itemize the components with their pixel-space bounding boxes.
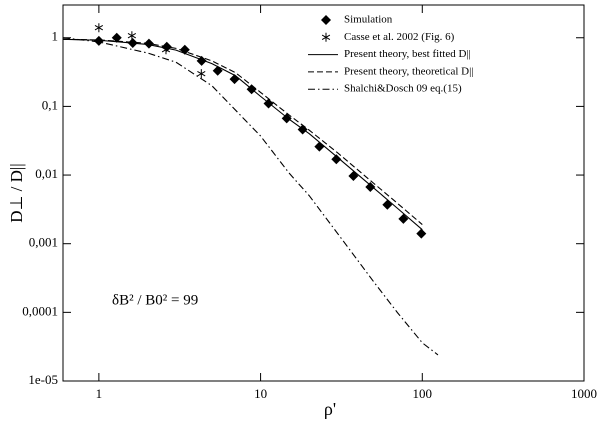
diamond-marker: [93, 35, 104, 46]
y-axis-label: D⊥ / D||: [7, 163, 26, 222]
diamond-marker: [331, 154, 342, 165]
x-tick-label: 1000: [571, 386, 597, 401]
y-tick-label: 0,001: [29, 235, 58, 250]
diamond-marker: [111, 32, 122, 43]
legend-label: Present theory, best fitted D||: [344, 48, 471, 60]
diamond-marker: [212, 65, 223, 76]
asterisk-marker: [94, 23, 104, 33]
diamond-marker: [314, 141, 325, 152]
plot-frame: [62, 4, 585, 382]
series-line: [62, 38, 423, 231]
y-tick-label: 0,0001: [22, 303, 58, 318]
legend-label: Shalchi&Dosch 09 eq.(15): [344, 83, 462, 95]
x-tick-label: 10: [254, 386, 267, 401]
asterisk-marker: [321, 32, 331, 42]
asterisk-marker: [127, 31, 137, 41]
diamond-marker: [398, 213, 409, 224]
y-tick-label: 1e-05: [28, 372, 58, 387]
x-axis-label: ρ': [324, 399, 336, 419]
diamond-marker: [416, 228, 427, 239]
diamond-marker: [365, 181, 376, 192]
diamond-marker: [321, 15, 331, 25]
legend-label: Simulation: [344, 14, 393, 26]
legend-label: Present theory, theoretical D||: [344, 65, 474, 77]
y-tick-label: 1: [52, 29, 59, 44]
legend-label: Casse et al. 2002 (Fig. 6): [344, 31, 455, 43]
diamond-marker: [348, 170, 359, 181]
y-tick-label: 0,1: [42, 97, 58, 112]
y-tick-label: 0,01: [35, 166, 58, 181]
diamond-marker: [382, 199, 393, 210]
annotation: δB² / B0² = 99: [112, 292, 198, 308]
series-line: [62, 38, 423, 225]
x-tick-label: 1: [96, 386, 103, 401]
series-line: [62, 37, 439, 356]
x-tick-label: 100: [413, 386, 433, 401]
asterisk-marker: [197, 69, 206, 79]
